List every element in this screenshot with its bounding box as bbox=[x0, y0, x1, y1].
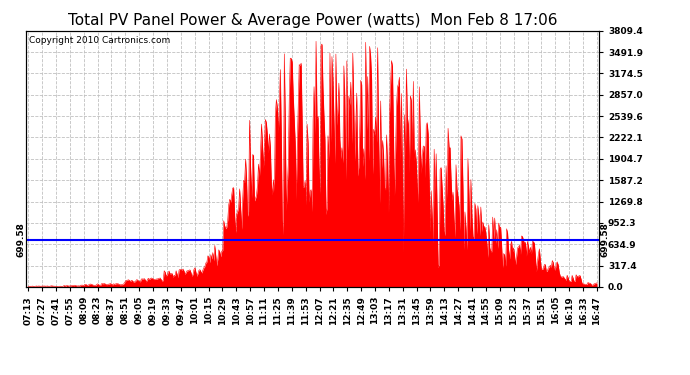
Text: Copyright 2010 Cartronics.com: Copyright 2010 Cartronics.com bbox=[29, 36, 170, 45]
Title: Total PV Panel Power & Average Power (watts)  Mon Feb 8 17:06: Total PV Panel Power & Average Power (wa… bbox=[68, 13, 558, 28]
Text: 699.58: 699.58 bbox=[16, 222, 25, 257]
Text: 699.58: 699.58 bbox=[600, 222, 609, 257]
